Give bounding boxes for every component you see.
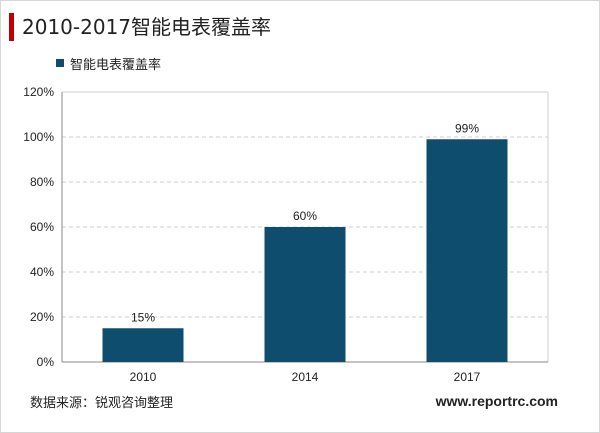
- y-tick-label: 20%: [30, 310, 54, 324]
- bars: [102, 139, 508, 362]
- data-label-2014: 60%: [293, 209, 317, 223]
- data-label-2017: 99%: [455, 121, 479, 135]
- legend-label: 智能电表覆盖率: [70, 57, 162, 73]
- legend: 智能电表覆盖率: [56, 53, 161, 73]
- y-tick-label: 40%: [30, 265, 54, 279]
- x-tick-label: 2014: [292, 370, 319, 384]
- x-tick-label: 2017: [454, 370, 481, 384]
- title-accent-bar: [9, 13, 14, 41]
- website-link[interactable]: www.reportrc.com: [435, 393, 558, 409]
- bar-2010: [102, 328, 184, 362]
- tick-labels: 0% 20% 40% 60% 80% 100% 120% 2010 2014 2017: [23, 85, 480, 384]
- chart-title: 2010-2017智能电表覆盖率: [22, 15, 272, 39]
- y-tick-label: 120%: [23, 85, 54, 99]
- data-label-2010: 15%: [131, 310, 155, 324]
- data-labels: 15% 60% 99%: [131, 121, 479, 324]
- bar-2017: [426, 139, 508, 362]
- legend-swatch: [56, 59, 64, 67]
- x-tick-label: 2010: [130, 370, 157, 384]
- y-tick-label: 60%: [30, 220, 54, 234]
- y-tick-label: 100%: [23, 130, 54, 144]
- source-note: 数据来源：锐观咨询整理: [30, 396, 174, 411]
- y-tick-label: 0%: [37, 355, 55, 369]
- bar-2014: [264, 227, 346, 362]
- y-tick-label: 80%: [30, 175, 54, 189]
